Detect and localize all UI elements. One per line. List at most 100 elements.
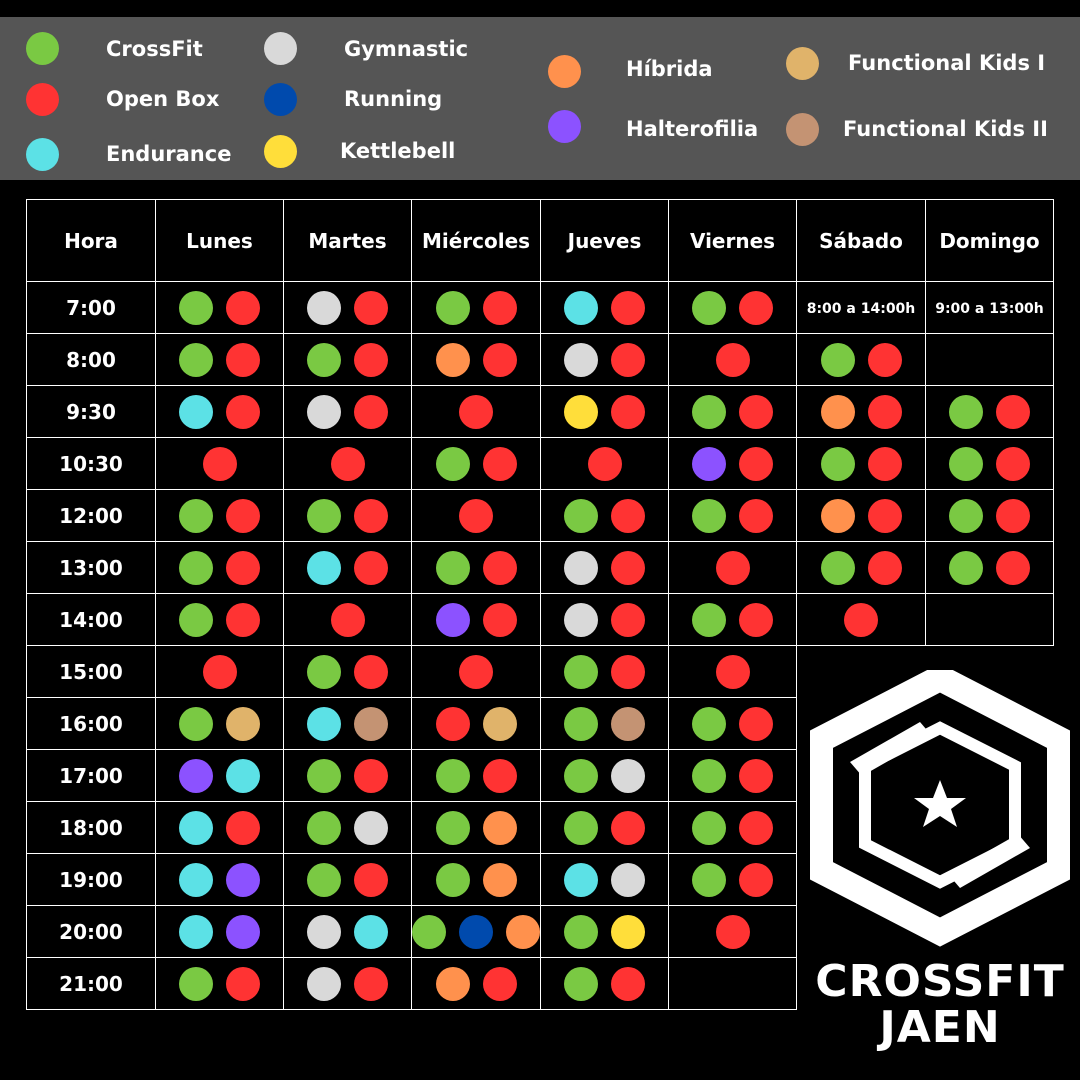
class-dot-openbox [715,654,750,689]
class-dot-crossfit [564,758,598,793]
class-dot-openbox [867,498,902,533]
class-dot-gymnastic [307,290,341,325]
class-cell [540,541,669,594]
class-cell [540,281,669,334]
class-dot-openbox [867,550,902,585]
class-dot-gymnastic [564,550,598,585]
class-dot-kids1 [482,706,517,741]
class-dot-openbox [482,446,517,481]
header-cell: Martes [283,199,412,282]
time-cell: 13:00 [26,541,156,594]
logo-text-jaen: JAEN [879,1002,1001,1053]
time-label: 7:00 [66,295,116,320]
time-row: 19:00 [26,853,1054,906]
class-dot-openbox [202,654,237,689]
class-dot-openbox [354,342,388,377]
class-cell [155,697,284,750]
class-dot-crossfit [179,966,213,1001]
class-dot-openbox [739,758,773,793]
time-cell: 15:00 [26,645,156,698]
class-dot-crossfit [179,706,213,741]
day-header: Martes [308,228,387,253]
class-dot-endurance [179,914,213,949]
time-row: 20:00 [26,905,1054,958]
class-dot-gymnastic [307,966,341,1001]
class-dot-openbox [996,550,1030,585]
time-row: 21:00 [26,957,1054,1010]
class-dot-halterofilia [226,862,260,897]
crossfit-jaen-logo: CROSSFIT JAEN [807,663,1073,1053]
class-cell [796,333,926,386]
legend-dot-openbox [26,83,59,116]
class-cell: 8:00 a 14:00h [796,281,926,334]
class-dot-endurance [179,862,213,897]
header-cell: Sábado [796,199,926,282]
time-row: 16:00 [26,697,1054,750]
time-label: 16:00 [59,711,123,736]
class-dot-openbox [611,290,645,325]
time-cell: 17:00 [26,749,156,802]
class-cell [796,385,926,438]
class-dot-crossfit [692,758,726,793]
class-dot-crossfit [949,446,983,481]
class-cell [155,957,284,1010]
class-cell [668,749,797,802]
class-dot-openbox [354,966,388,1001]
class-dot-openbox [867,342,902,377]
legend-label-hibrida: Híbrida [626,57,713,81]
class-cell [155,489,284,542]
class-cell [155,437,284,490]
class-dot-openbox [354,654,388,689]
day-header: Miércoles [421,228,531,253]
class-dot-crossfit [692,498,726,533]
class-dot-openbox [354,862,388,897]
class-cell [155,281,284,334]
time-cell: 14:00 [26,593,156,646]
time-cell: 18:00 [26,801,156,854]
class-cell [796,593,926,646]
class-dot-endurance [226,758,260,793]
class-dot-crossfit [307,862,341,897]
legend-dot-hibrida [548,55,581,88]
class-dot-openbox [739,394,773,429]
time-cell: 16:00 [26,697,156,750]
legend-label-kids1: Functional Kids I [848,51,1046,75]
class-cell [668,645,797,698]
class-cell [155,541,284,594]
class-dot-crossfit [307,498,341,533]
class-dot-openbox [226,498,260,533]
class-cell [925,541,1054,594]
class-dot-openbox [482,290,517,325]
legend-label-openbox: Open Box [106,87,220,111]
class-dot-openbox [435,706,470,741]
class-cell [411,905,541,958]
class-dot-openbox [867,446,902,481]
class-dot-crossfit [412,914,446,949]
class-dot-endurance [307,550,341,585]
class-cell [411,281,541,334]
day-header: Lunes [186,228,253,253]
class-dot-openbox [996,498,1030,533]
header-cell: Domingo [925,199,1054,282]
class-cell [411,437,541,490]
class-dot-openbox [587,446,622,481]
class-dot-hibrida [506,914,540,949]
class-cell [540,645,669,698]
hexagon-star-emblem [807,663,1073,947]
time-row: 8:00 [26,333,1054,386]
class-cell [283,593,412,646]
class-cell [283,333,412,386]
hours-note: 9:00 a 13:00h [935,301,1044,317]
time-row: 18:00 [26,801,1054,854]
legend-dot-running [264,83,297,116]
class-dot-halterofilia [226,914,260,949]
class-cell [283,645,412,698]
class-dot-kids1 [226,706,260,741]
time-cell: 7:00 [26,281,156,334]
class-dot-crossfit [179,498,213,533]
class-dot-crossfit [307,654,341,689]
class-dot-openbox [459,654,493,689]
class-dot-openbox [739,446,773,481]
class-cell [796,489,926,542]
legend-dot-gymnastic [264,32,297,65]
